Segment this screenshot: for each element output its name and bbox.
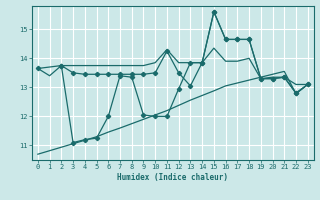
X-axis label: Humidex (Indice chaleur): Humidex (Indice chaleur) <box>117 173 228 182</box>
